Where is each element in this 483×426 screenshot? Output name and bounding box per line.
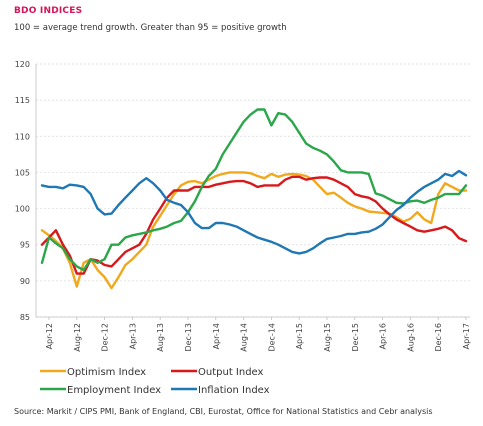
y-tick-label: 110 bbox=[15, 132, 30, 141]
series-line-inflation-index bbox=[40, 169, 468, 255]
x-tick-label: Dec-12 bbox=[101, 323, 110, 352]
y-tick-label: 120 bbox=[15, 60, 30, 69]
legend-label: Output Index bbox=[198, 367, 264, 378]
series-lines bbox=[40, 108, 468, 290]
x-tick-label: Aug-16 bbox=[406, 323, 415, 352]
y-tick-label: 115 bbox=[15, 96, 30, 105]
grid bbox=[36, 63, 470, 318]
x-tick-label: Aug-14 bbox=[240, 323, 249, 352]
x-tick-label: Dec-16 bbox=[434, 323, 443, 352]
y-tick-label: 85 bbox=[20, 313, 30, 322]
x-tick-label: Apr-13 bbox=[128, 323, 137, 349]
chart-subtitle: 100 = average trend growth. Greater than… bbox=[14, 23, 287, 33]
x-tick-label: Dec-15 bbox=[351, 323, 360, 352]
series-line-employment-index bbox=[40, 108, 468, 272]
legend-label: Inflation Index bbox=[198, 385, 270, 396]
x-tick-label: Aug-12 bbox=[73, 323, 82, 352]
y-tick-label: 105 bbox=[15, 168, 30, 177]
line-chart: 85 90 95 100 105 110 115 120 Apr-12 Aug-12 Dec-12 A… bbox=[15, 60, 471, 396]
y-tick-label: 100 bbox=[15, 205, 30, 214]
series-line-output-index bbox=[40, 175, 468, 275]
x-tick-label: Apr-14 bbox=[212, 323, 221, 349]
source-note: Source: Markit / CIPS PMI, Bank of Engla… bbox=[14, 407, 433, 416]
series-line-optimism-index bbox=[40, 171, 468, 290]
x-tick-label: Apr-12 bbox=[45, 323, 54, 349]
chart-title: BDO INDICES bbox=[14, 6, 83, 16]
x-tick-label: Apr-16 bbox=[379, 323, 388, 349]
x-tick-label: Aug-15 bbox=[323, 323, 332, 352]
legend: Optimism Index Output Index Employment Ind… bbox=[40, 367, 270, 396]
y-tick-label: 90 bbox=[20, 277, 30, 286]
legend-label: Optimism Index bbox=[67, 367, 146, 378]
x-tick-label: Dec-13 bbox=[184, 323, 193, 352]
x-tick-label: Apr-15 bbox=[295, 323, 304, 349]
x-tick-label: Aug-13 bbox=[156, 323, 165, 352]
x-tick-label: Apr-17 bbox=[462, 323, 471, 349]
x-tick-label: Dec-14 bbox=[267, 323, 276, 352]
axes: 85 90 95 100 105 110 115 120 Apr-12 Aug-12 Dec-12 A… bbox=[15, 60, 471, 352]
y-tick-label: 95 bbox=[20, 241, 30, 250]
legend-label: Employment Index bbox=[67, 385, 161, 396]
